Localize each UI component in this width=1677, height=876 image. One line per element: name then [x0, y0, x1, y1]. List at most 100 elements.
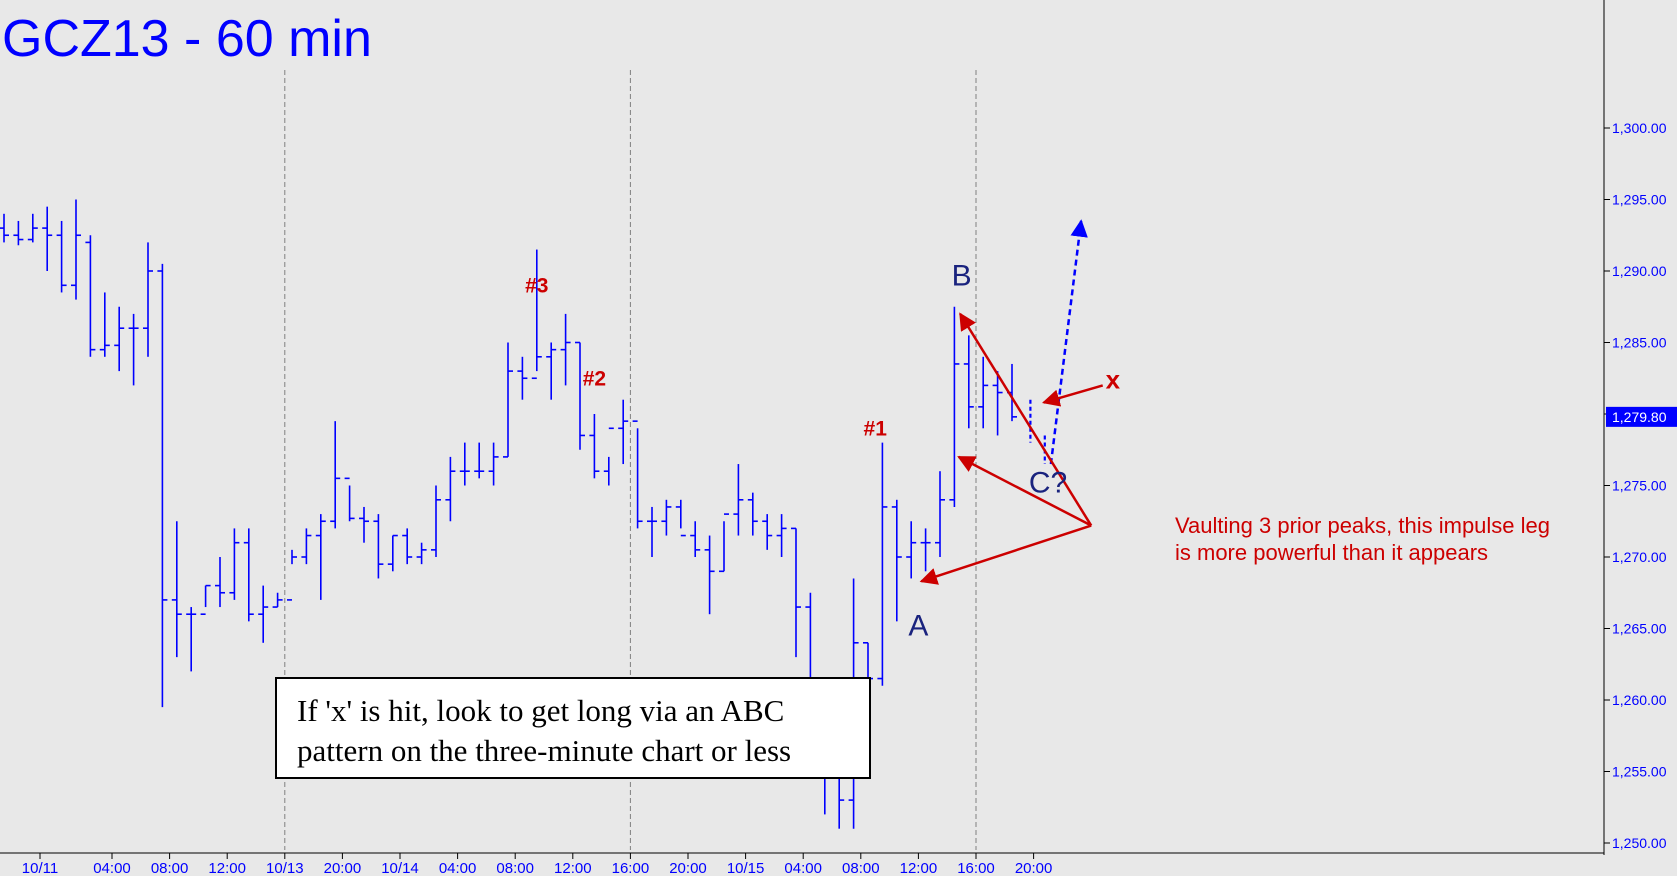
ohlc-bar-54 — [776, 514, 787, 557]
ohlc-bar-2 — [27, 213, 38, 243]
ohlc-bar-1 — [13, 220, 24, 246]
projection-arrow — [1049, 219, 1088, 465]
ohlc-bar-50 — [719, 513, 729, 573]
x-tick-label-3: 12:00 — [208, 860, 246, 876]
y-tick-label-5: 1,275.00 — [1612, 478, 1667, 494]
ohlc-bar-37 — [531, 249, 542, 380]
x-tick-label-4: 10/13 — [266, 860, 304, 876]
annotation-labels: #3 #2 #1 B A C? x — [525, 259, 1120, 642]
x-tick-label-2: 08:00 — [151, 860, 189, 876]
y-tick-label-9: 1,295.00 — [1612, 192, 1667, 208]
ohlc-bar-62 — [891, 499, 902, 622]
arrow-to-mid-leg — [957, 455, 1092, 527]
ohlc-bar-68 — [978, 356, 989, 429]
chart-title: GCZ13 - 60 min — [2, 10, 372, 68]
ohlc-bar-65 — [935, 471, 945, 557]
ohlc-bar-8 — [114, 306, 125, 372]
ohlc-bar-12 — [171, 521, 182, 658]
ohlc-bar-23 — [330, 421, 341, 529]
ohlc-bar-13 — [186, 607, 197, 672]
ohlc-bar-16 — [229, 528, 240, 600]
annotation-label-5: C? — [1029, 467, 1067, 500]
ohlc-bar-14 — [200, 584, 211, 616]
ohlc-bar-15 — [215, 557, 225, 608]
ohlc-bar-34 — [488, 442, 499, 486]
y-axis: 1,250.00 1,255.00 1,260.00 1,265.00 1,270.00… — [1603, 0, 1677, 855]
annotation-label-6: x — [1106, 364, 1121, 394]
x-tick-label-13: 04:00 — [784, 860, 822, 876]
ohlc-bar-9 — [128, 313, 139, 386]
x-tick-label-11: 20:00 — [669, 860, 707, 876]
last-price-tag — [1606, 406, 1677, 427]
ohlc-bar-36 — [517, 356, 528, 400]
ohlc-bar-4 — [56, 220, 67, 293]
x-tick-label-12: 10/15 — [727, 860, 765, 876]
x-tick-label-5: 20:00 — [324, 860, 362, 876]
x-tick-label-6: 10/14 — [381, 860, 419, 876]
ohlc-bar-20 — [287, 549, 297, 601]
ohlc-bar-55 — [791, 527, 801, 658]
x-tick-label-7: 04:00 — [439, 860, 477, 876]
trade-note-box: If 'x' is hit, look to get long via an A… — [275, 677, 871, 779]
ohlc-bar-40 — [575, 341, 585, 450]
x-tick-label-15: 12:00 — [900, 860, 938, 876]
ohlc-bar-64 — [920, 528, 931, 572]
x-tick-label-0: 10/11 — [22, 860, 58, 876]
ohlc-bar-3 — [42, 206, 53, 271]
arrow-to-a — [919, 524, 1092, 585]
ohlc-bar-11 — [157, 263, 168, 708]
y-tick-label-0: 1,250.00 — [1612, 835, 1667, 851]
last-price-label: 1,279.80 — [1612, 409, 1667, 425]
ohlc-bar-52 — [747, 492, 758, 536]
y-tick-label-1: 1,255.00 — [1612, 764, 1667, 780]
ohlc-bar-22 — [315, 514, 326, 600]
ohlc-bar-47 — [675, 499, 686, 537]
ohlc-bar-69 — [992, 371, 1003, 436]
x-tick-label-9: 12:00 — [554, 860, 592, 876]
ohlc-bar-51 — [733, 464, 744, 536]
ohlc-bar-66 — [949, 306, 960, 507]
ohlc-bar-30 — [431, 485, 441, 557]
ohlc-bar-28 — [402, 528, 413, 565]
commentary-line-1: is more powerful than it appears — [1175, 540, 1488, 565]
ohlc-bar-6 — [85, 235, 96, 357]
y-tick-label-8: 1,290.00 — [1612, 263, 1667, 279]
y-tick-label-10: 1,300.00 — [1612, 120, 1667, 136]
ohlc-bar-29 — [416, 542, 427, 565]
ohlc-bar-67 — [963, 335, 974, 429]
x-tick-label-8: 08:00 — [496, 860, 534, 876]
ohlc-bar-63 — [906, 521, 917, 579]
y-tick-label-2: 1,260.00 — [1612, 692, 1667, 708]
arrow-to-b — [959, 312, 1093, 527]
annotation-label-4: A — [908, 610, 928, 643]
ohlc-bar-44 — [632, 420, 643, 529]
y-tick-label-3: 1,265.00 — [1612, 621, 1667, 637]
annotation-label-1: #2 — [583, 367, 606, 390]
ohlc-bar-19 — [272, 592, 283, 608]
ohlc-bar-21 — [301, 528, 312, 565]
arrow-from-x — [1041, 384, 1104, 407]
x-tick-label-1: 04:00 — [93, 860, 131, 876]
x-tick-label-16: 16:00 — [957, 860, 995, 876]
ohlc-bar-0 — [0, 213, 9, 243]
ohlc-bar-33 — [474, 442, 485, 479]
ohlc-bar-7 — [99, 292, 110, 357]
commentary-line-0: Vaulting 3 prior peaks, this impulse leg — [1175, 513, 1550, 538]
ohlc-bar-38 — [546, 342, 557, 400]
ohlc-bar-61 — [877, 442, 888, 686]
x-tick-label-10: 16:00 — [612, 860, 650, 876]
ohlc-bar-49 — [704, 535, 715, 615]
ohlc-bar-46 — [661, 499, 672, 536]
ohlc-bar-35 — [503, 342, 513, 458]
ohlc-bar-25 — [359, 506, 369, 543]
ohlc-bar-17 — [243, 528, 254, 622]
ohlc-bar-48 — [690, 521, 701, 557]
ohlc-bar-26 — [373, 514, 384, 579]
y-tick-label-4: 1,270.00 — [1612, 549, 1667, 565]
x-tick-label-17: 20:00 — [1015, 860, 1053, 876]
annotation-label-0: #3 — [525, 274, 548, 297]
ohlc-bar-53 — [762, 514, 773, 550]
x-tick-label-14: 08:00 — [842, 860, 880, 876]
ohlc-bar-41 — [589, 414, 600, 479]
ohlc-bar-10 — [143, 242, 153, 357]
